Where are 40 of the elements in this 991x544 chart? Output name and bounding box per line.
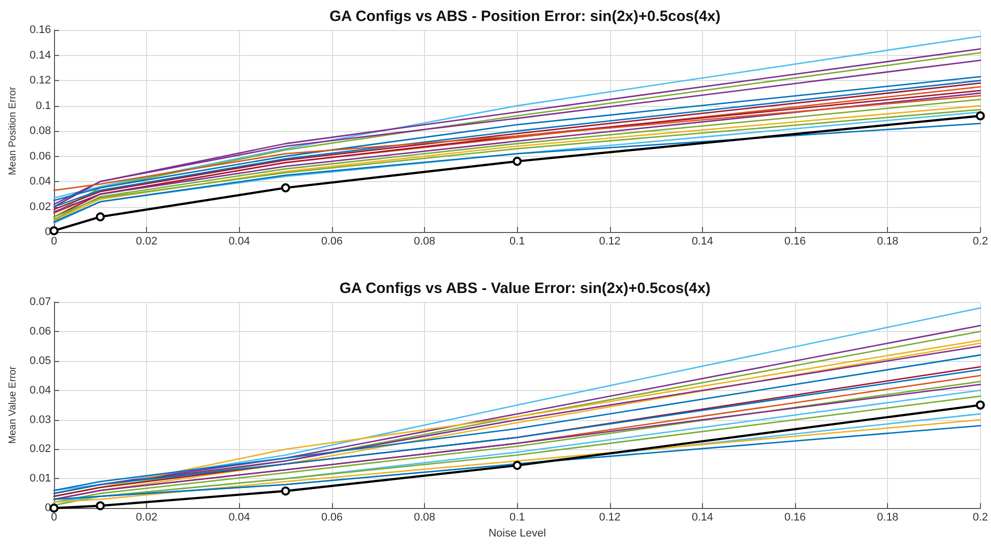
x-tick-label: 0.2	[972, 236, 988, 248]
x-tick-label: 0.1	[510, 236, 525, 248]
y-tick-label: 0.01	[30, 472, 51, 485]
y-tick-label: 0.04	[30, 384, 51, 396]
x-tick-label: 0.16	[784, 512, 806, 524]
y-tick-label: 0.16	[30, 24, 51, 36]
x-tick-label: 0.2	[972, 512, 988, 524]
y-axis-title: Mean Position Error	[8, 86, 18, 176]
x-tick-label: 0.14	[692, 236, 714, 248]
x-tick-label: 0.12	[599, 236, 621, 248]
x-tick-label: 0.02	[136, 512, 158, 524]
x-tick-label: 0.1	[510, 512, 525, 524]
y-tick-label: 0.12	[30, 74, 51, 86]
y-tick-label: 0.02	[30, 443, 51, 456]
x-tick-label: 0.16	[784, 236, 806, 248]
x-tick-label: 0.18	[877, 512, 898, 524]
x-tick-label: 0.06	[321, 236, 343, 248]
x-tick-label: 0.14	[692, 512, 714, 524]
x-tick-label: 0.04	[228, 236, 250, 248]
y-axis-title: Mean Value Error	[8, 366, 18, 444]
x-axis-title: Noise Level	[488, 528, 546, 540]
y-tick-label: 0.02	[30, 200, 51, 213]
x-tick-label: 0.06	[321, 512, 343, 524]
x-tick-label: 0.18	[877, 236, 898, 248]
y-tick-label: 0.14	[30, 49, 51, 62]
x-tick-label: 0.12	[599, 512, 621, 524]
y-tick-label: 0.03	[30, 414, 51, 426]
x-tick-label: 0.02	[136, 236, 158, 248]
chart-title: GA Configs vs ABS - Value Error: sin(2x)+0.5cos(4x)	[339, 280, 711, 297]
y-tick-label: 0.05	[30, 354, 51, 367]
x-tick-label: 0.08	[414, 236, 436, 248]
y-tick-label: 0.06	[30, 325, 51, 338]
y-tick-label: 0.07	[30, 296, 51, 308]
y-tick-label: 0.06	[30, 150, 51, 162]
x-tick-label: 0.08	[414, 512, 436, 524]
chart-title: GA Configs vs ABS - Position Error: sin(2x)+0.5cos(4x)	[329, 8, 721, 25]
y-tick-label: 0.04	[30, 176, 51, 188]
y-tick-label: 0.1	[36, 100, 51, 112]
y-tick-label: 0.08	[30, 125, 51, 137]
x-tick-label: 0.04	[228, 512, 250, 524]
